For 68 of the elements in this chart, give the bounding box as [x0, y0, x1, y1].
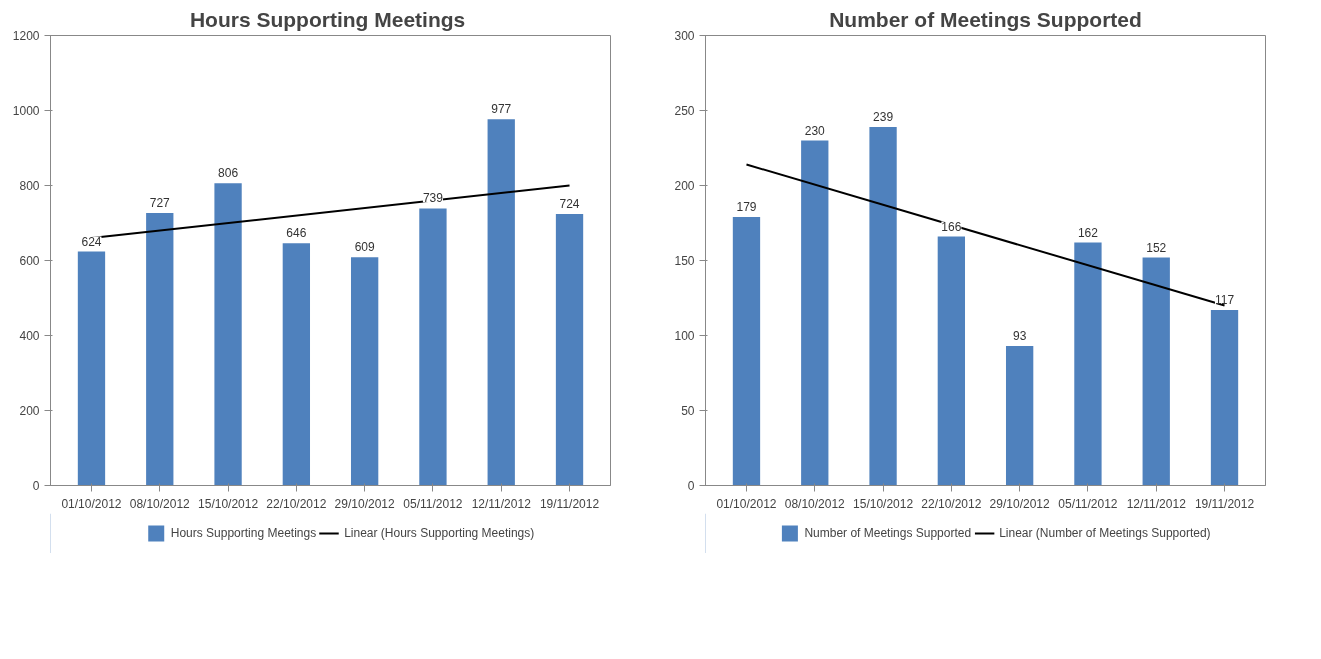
x-tick-label: 01/10/2012	[716, 496, 777, 511]
data-label: 724	[559, 197, 580, 211]
data-label: 739	[422, 191, 444, 206]
bar	[1210, 310, 1239, 486]
y-tick-label: 50	[681, 404, 695, 418]
data-label: 806	[218, 166, 239, 181]
bar	[732, 217, 761, 486]
y-tick-label: 200	[674, 179, 695, 193]
x-tick-label: 29/10/2012	[989, 496, 1050, 511]
legend-label: Linear (Number of Meetings Supported)	[999, 526, 1211, 540]
x-tick-label: 19/11/2012	[539, 496, 600, 511]
bar	[282, 243, 311, 486]
data-label: 152	[1146, 240, 1167, 255]
data-label: 624	[81, 234, 102, 249]
y-tick-label: 250	[674, 104, 695, 118]
x-tick-label: 12/11/2012	[1126, 496, 1187, 511]
y-tick-label: 200	[19, 404, 40, 418]
x-tick-label: 22/10/2012	[921, 496, 982, 511]
y-tick-label: 100	[674, 329, 695, 343]
bar	[937, 236, 966, 486]
x-tick-label: 15/10/2012	[198, 496, 259, 511]
bar	[1074, 242, 1102, 486]
x-tick-label: 12/11/2012	[471, 496, 532, 511]
y-tick-label: 0	[687, 479, 695, 493]
x-tick-label: 05/11/2012	[1058, 496, 1118, 511]
bar	[214, 183, 242, 486]
data-label: 179	[736, 200, 757, 214]
data-label: 239	[873, 110, 894, 124]
bar	[555, 214, 584, 486]
legend-label: Number of Meetings Supported	[804, 526, 972, 540]
bar	[1005, 346, 1034, 486]
bar	[801, 140, 829, 486]
legend-label: Hours Supporting Meetings	[170, 526, 317, 540]
data-label: 646	[286, 226, 307, 241]
bar	[487, 119, 515, 486]
x-tick-label: 19/11/2012	[1194, 496, 1255, 511]
y-tick-label: 0	[32, 479, 40, 493]
y-tick-label: 600	[19, 254, 40, 268]
y-tick-label: 300	[674, 29, 695, 43]
y-tick-label: 800	[19, 179, 40, 193]
chart-title: Hours Supporting Meetings	[189, 7, 466, 31]
bar	[146, 212, 174, 486]
bar	[350, 257, 379, 486]
data-label: 230	[804, 123, 826, 138]
data-label: 162	[1077, 225, 1099, 240]
chart-title: Number of Meetings Supported	[829, 7, 1142, 31]
x-tick-label: 08/10/2012	[129, 496, 191, 511]
y-tick-label: 150	[674, 254, 695, 268]
data-label: 609	[354, 240, 375, 255]
data-label: 117	[1214, 293, 1235, 307]
data-label: 727	[149, 195, 171, 210]
y-tick-label: 400	[19, 329, 40, 343]
data-label: 166	[941, 219, 962, 234]
x-tick-label: 01/10/2012	[61, 496, 122, 511]
x-tick-label: 05/11/2012	[403, 496, 463, 511]
bar	[419, 208, 447, 486]
x-tick-label: 22/10/2012	[266, 496, 327, 511]
bar	[1142, 257, 1170, 486]
y-tick-label: 1200	[12, 29, 40, 43]
bar	[77, 251, 106, 486]
x-tick-label: 29/10/2012	[334, 496, 395, 511]
data-label: 93	[1012, 329, 1027, 343]
x-tick-label: 08/10/2012	[784, 496, 846, 511]
data-label: 977	[491, 102, 512, 117]
x-tick-label: 15/10/2012	[853, 496, 914, 511]
legend-label: Linear (Hours Supporting Meetings)	[344, 526, 535, 540]
bar	[869, 127, 897, 486]
y-tick-label: 1000	[12, 104, 40, 118]
